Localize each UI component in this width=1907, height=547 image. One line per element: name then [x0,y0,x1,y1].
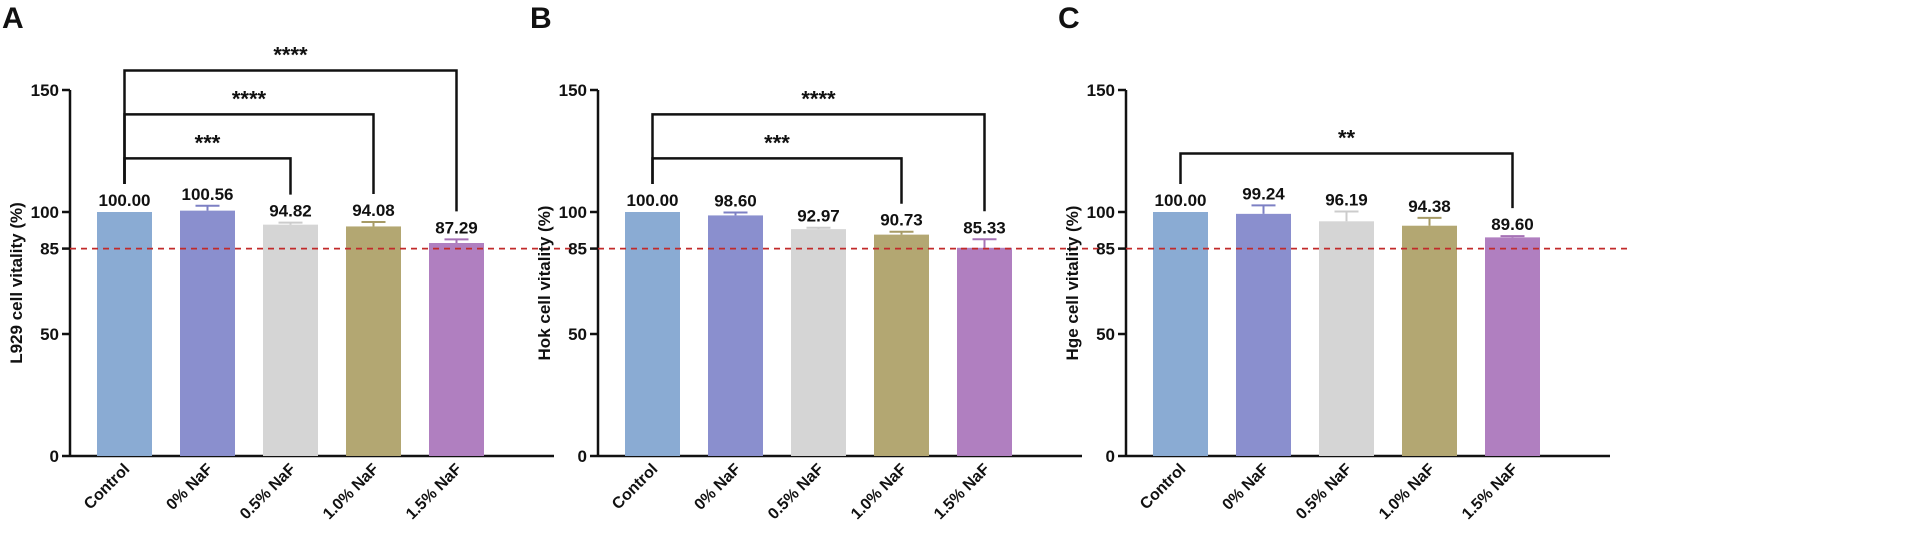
chart-panel-a: A 0 50 85 100 150 L929 cell vitality (%) 100.00… [2,2,574,523]
significance-label: ** [1338,125,1356,150]
x-tick-label: 1.5% NaF [931,461,993,523]
data-label: 98.60 [714,191,757,210]
panel-letter: B [530,2,552,35]
x-tick-label: 0% NaF [163,461,216,514]
significance-bracket [123,113,375,195]
y-axis-label: L929 cell vitality (%) [7,202,26,364]
y-tick-label: 150 [31,81,59,100]
bar [1153,212,1208,456]
data-label: 90.73 [880,211,923,230]
significance-bracket [651,157,903,204]
significance-label: *** [764,130,790,155]
x-tick-label: 0.5% NaF [1293,461,1355,523]
bar [1402,225,1457,456]
significance-bracket [123,69,458,212]
data-label: 100.00 [627,191,679,210]
y-tick-label: 150 [559,81,587,100]
x-tick-label: 1.5% NaF [403,461,465,523]
x-tick-label: 0.5% NaF [765,461,827,523]
data-label: 89.60 [1491,215,1534,234]
panel-letter: A [2,2,24,35]
x-tick-label: 0.5% NaF [237,461,299,523]
data-label: 100.56 [182,185,234,204]
bar [346,226,401,456]
x-tick-label: 1.0% NaF [1376,461,1438,523]
data-label: 99.24 [1242,184,1285,203]
y-axis-label: Hge cell vitality (%) [1063,206,1082,361]
panel-letter: C [1058,2,1080,35]
y-tick-label: 85 [40,240,59,259]
y-tick-label: 0 [578,447,587,466]
bar [708,215,763,456]
x-tick-label: Control [609,461,661,513]
x-tick-label: 1.0% NaF [848,461,910,523]
x-tick-label: Control [81,461,133,513]
x-tick-label: 1.5% NaF [1459,461,1521,523]
bar [625,212,680,456]
bar [874,234,929,456]
bar [429,243,484,456]
x-tick-label: 1.0% NaF [320,461,382,523]
data-label: 100.00 [99,191,151,210]
data-label: 100.00 [1155,191,1207,210]
data-label: 94.38 [1408,197,1451,216]
y-tick-label: 50 [40,325,59,344]
significance-label: **** [273,42,308,67]
significance-label: *** [195,130,221,155]
bar [1319,221,1374,456]
bar [97,212,152,456]
data-label: 87.29 [435,218,478,237]
bar [263,224,318,456]
significance-label: **** [232,86,267,111]
bar [1485,237,1540,456]
significance-bracket [1179,152,1514,209]
x-tick-label: 0% NaF [691,461,744,514]
y-tick-label: 150 [1087,81,1115,100]
y-tick-label: 50 [1096,325,1115,344]
y-tick-label: 0 [1106,447,1115,466]
bar [957,247,1012,456]
significance-label: **** [801,86,836,111]
bar [1236,213,1291,456]
bar [180,210,235,456]
significance-bracket [651,113,986,212]
x-tick-label: Control [1137,461,1189,513]
chart-panel-c: C 0 50 85 100 150 Hge cell vitality (%) 100.00 C… [1058,2,1630,523]
bar [791,229,846,456]
y-tick-label: 85 [568,240,587,259]
x-tick-label: 0% NaF [1219,461,1272,514]
data-label: 94.08 [352,201,395,220]
data-label: 94.82 [269,202,312,221]
y-axis-label: Hok cell vitality (%) [535,206,554,361]
y-tick-label: 50 [568,325,587,344]
y-tick-label: 0 [50,447,59,466]
chart-panel-b: B 0 50 85 100 150 Hok cell vitality (%) 100.00 C… [530,2,1102,523]
data-label: 96.19 [1325,191,1368,210]
y-tick-label: 100 [31,203,59,222]
y-tick-label: 100 [1087,203,1115,222]
data-label: 92.97 [797,207,840,226]
y-tick-label: 100 [559,203,587,222]
y-tick-label: 85 [1096,240,1115,259]
data-label: 85.33 [963,218,1006,237]
